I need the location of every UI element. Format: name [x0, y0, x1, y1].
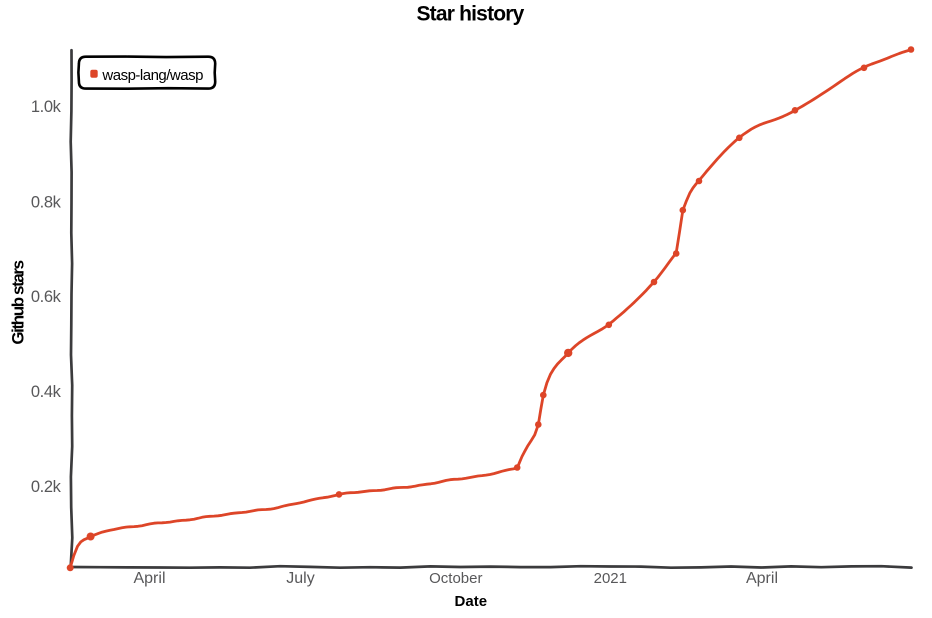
- svg-text:0.6k: 0.6k: [31, 288, 62, 306]
- svg-text:wasp-lang/wasp: wasp-lang/wasp: [101, 67, 203, 84]
- svg-text:April: April: [746, 570, 778, 587]
- svg-text:0.4k: 0.4k: [31, 383, 62, 401]
- svg-text:April: April: [133, 570, 165, 587]
- svg-text:2021: 2021: [594, 570, 627, 587]
- svg-text:October: October: [429, 570, 482, 587]
- svg-text:Github stars: Github stars: [9, 260, 28, 344]
- svg-text:Date: Date: [455, 593, 488, 610]
- svg-text:0.8k: 0.8k: [31, 194, 62, 212]
- svg-text:July: July: [286, 570, 314, 587]
- svg-text:1.0k: 1.0k: [31, 98, 62, 116]
- svg-text:Star history: Star history: [416, 2, 524, 25]
- svg-text:0.2k: 0.2k: [31, 478, 62, 496]
